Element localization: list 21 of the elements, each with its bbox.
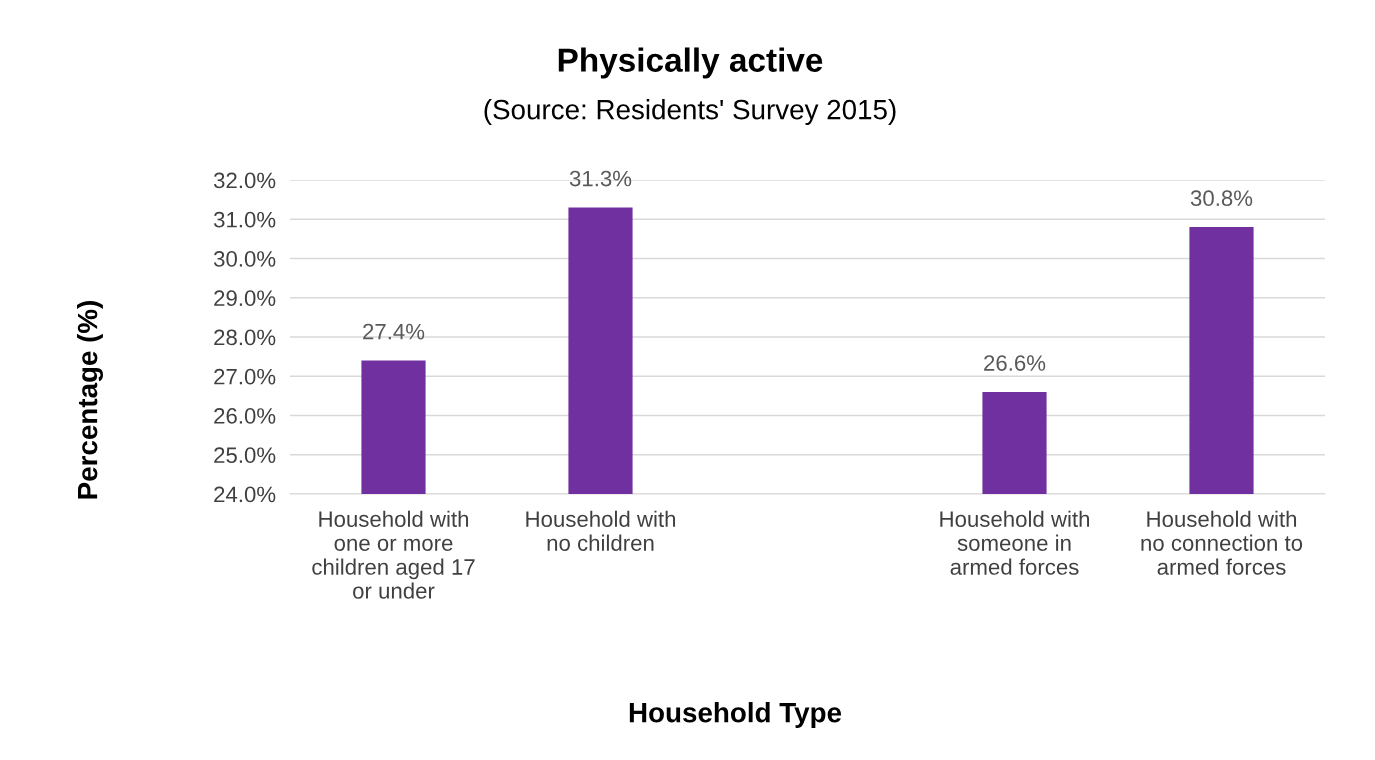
- y-axis-title: Percentage (%): [76, 301, 104, 499]
- data-label: 27.4%: [363, 323, 425, 340]
- y-tick-label: 24.0%: [214, 486, 276, 503]
- y-tick-label: 32.0%: [213, 172, 276, 189]
- x-axis-title: Household Type: [629, 702, 842, 728]
- y-tick-label: 27.0%: [214, 368, 276, 385]
- chart-title: Physically active: [558, 47, 823, 79]
- x-tick-label: Household with no connection to armed forces: [1141, 510, 1303, 575]
- y-tick-label: 26.0%: [214, 408, 276, 424]
- x-tick-label: Household with someone in armed forces: [940, 510, 1090, 575]
- y-tick-label: 28.0%: [214, 329, 276, 346]
- data-label: 30.8%: [1190, 190, 1253, 207]
- y-tick-label: 31.0%: [213, 211, 276, 228]
- x-tick-label: Household with no children: [526, 510, 676, 551]
- chart-subtitle: (Source: Residents' Survey 2015): [484, 99, 896, 125]
- data-label: 31.3%: [569, 170, 632, 187]
- y-tick-label: 29.0%: [214, 290, 276, 307]
- x-tick-label: Household with one or more children aged 17 or under: [312, 510, 475, 599]
- y-tick-label: 25.0%: [214, 447, 276, 464]
- data-label: 26.6%: [984, 355, 1046, 371]
- y-tick-label: 30.0%: [213, 251, 276, 267]
